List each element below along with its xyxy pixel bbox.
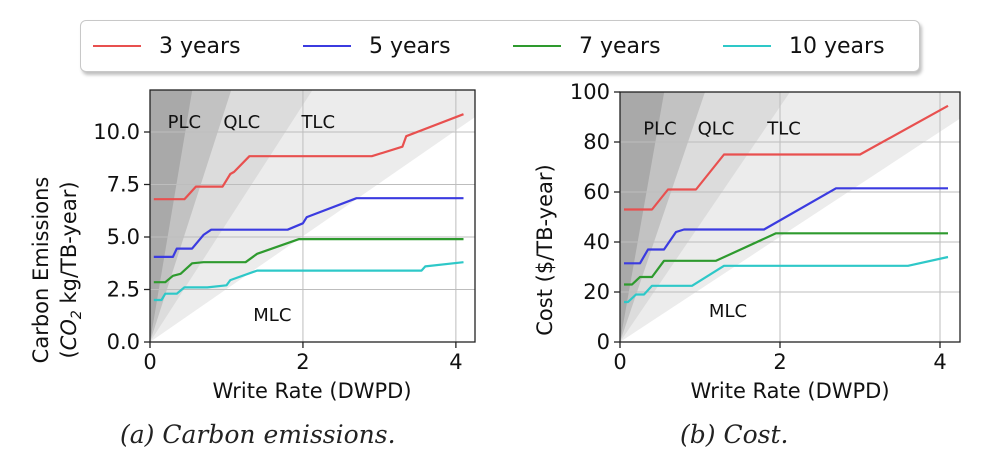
series-line-3-years: [153, 113, 464, 201]
legend-swatch-10-years: [723, 45, 771, 47]
y-tick-label: 0.0: [107, 330, 140, 354]
legend-label-5-years: 5 years: [369, 33, 451, 59]
y-axis-label-line1: Carbon Emissions: [29, 177, 53, 364]
legend-item-3-years: 3 years: [93, 21, 241, 71]
y-tick-label: 7.5: [107, 173, 140, 197]
legend-swatch-5-years: [303, 45, 351, 47]
y-axis-label-line2: (CO2 kg/TB-year): [57, 181, 85, 358]
region-label-mlc: MLC: [253, 305, 291, 326]
region-label-plc: PLC: [168, 112, 201, 133]
series-line-3-years: [624, 104, 949, 211]
region-label-tlc: TLC: [300, 112, 335, 133]
legend-item-5-years: 5 years: [303, 21, 451, 71]
x-tick-label: 0: [143, 350, 156, 374]
y-tick-label: 10.0: [93, 120, 140, 144]
legend-swatch-3-years: [93, 45, 141, 47]
chart-cost: Cost ($/TB-year) Write Rate (DWPD) PLC QL…: [533, 80, 961, 403]
region-label-plc: PLC: [643, 119, 676, 140]
region-label-qlc: QLC: [698, 119, 735, 140]
legend-label-10-years: 10 years: [789, 33, 885, 59]
region-plc: [150, 90, 193, 342]
y-tick-label: 100: [570, 80, 610, 104]
series-line-10-years: [624, 255, 949, 304]
caption-cost: (b) Cost.: [680, 420, 789, 449]
x-axis-label: Write Rate (DWPD): [690, 379, 889, 403]
axes-frame: [619, 91, 961, 343]
y-tick-label: 0: [597, 330, 610, 354]
x-tick-label: 2: [296, 350, 309, 374]
y-tick-label: 60: [583, 180, 610, 204]
legend-item-7-years: 7 years: [513, 21, 661, 71]
axes-frame: [149, 89, 476, 343]
series-line-7-years: [624, 232, 948, 286]
legend-item-10-years: 10 years: [723, 21, 885, 71]
x-tick-label: 0: [613, 350, 626, 374]
y-axis-label: Cost ($/TB-year): [533, 164, 557, 335]
region-plc: [620, 92, 665, 342]
legend-label-7-years: 7 years: [579, 33, 661, 59]
x-tick-label: 4: [933, 350, 946, 374]
x-tick-label: 2: [773, 350, 786, 374]
legend-swatch-7-years: [513, 45, 561, 47]
legend: 3 years 5 years 7 years 10 years: [80, 20, 920, 72]
x-axis-label: Write Rate (DWPD): [212, 379, 411, 403]
legend-label-3-years: 3 years: [159, 33, 241, 59]
y-tick-label: 40: [583, 230, 610, 254]
series-line-7-years: [153, 238, 464, 284]
series-line-5-years: [624, 187, 948, 265]
y-tick-label: 2.5: [107, 278, 140, 302]
region-label-mlc: MLC: [709, 301, 747, 322]
y-tick-label: 5.0: [107, 225, 140, 249]
y-tick-label: 80: [583, 130, 610, 154]
x-tick-label: 4: [449, 350, 462, 374]
series-line-5-years: [153, 197, 464, 258]
y-tick-label: 20: [583, 280, 610, 304]
region-label-tlc: TLC: [766, 119, 801, 140]
chart-carbon-emissions: Carbon Emissions (CO2 kg/TB-year) Write …: [29, 89, 476, 403]
region-label-qlc: QLC: [223, 112, 260, 133]
series-line-10-years: [153, 261, 464, 302]
caption-carbon-emissions: (a) Carbon emissions.: [120, 420, 396, 449]
